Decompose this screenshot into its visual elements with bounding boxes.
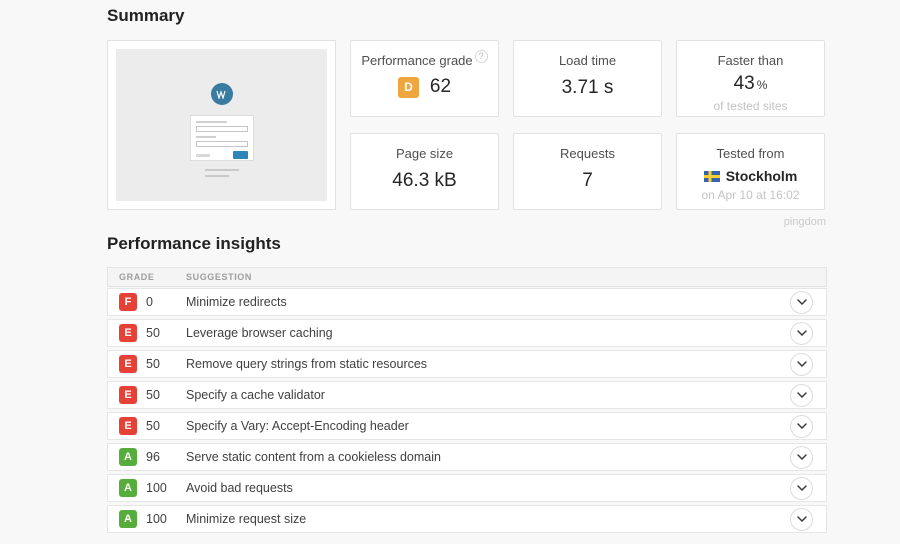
grade-badge: E bbox=[119, 355, 137, 373]
insight-row[interactable]: A 96 Serve static content from a cookiel… bbox=[107, 443, 827, 471]
expand-row-button[interactable] bbox=[790, 352, 813, 376]
insights-table-header: GRADE SUGGESTION bbox=[107, 267, 827, 287]
grade-badge: E bbox=[119, 324, 137, 342]
wordpress-logo-icon bbox=[210, 83, 233, 105]
suggestion-text: Specify a Vary: Accept-Encoding header bbox=[186, 419, 409, 433]
load-time-value: 3.71 s bbox=[561, 77, 614, 98]
requests-card: Requests 7 bbox=[513, 133, 662, 210]
grade-badge: E bbox=[119, 417, 137, 435]
chevron-down-icon bbox=[796, 392, 807, 398]
tested-from-label: Tested from bbox=[716, 146, 785, 161]
faster-than-card: Faster than 43% of tested sites bbox=[676, 40, 825, 117]
insight-row[interactable]: E 50 Specify a cache validator bbox=[107, 381, 827, 409]
requests-label: Requests bbox=[560, 146, 615, 161]
suggestion-text: Remove query strings from static resourc… bbox=[186, 357, 428, 371]
grade-score-value: 96 bbox=[146, 450, 160, 464]
tested-from-card: Tested from Stockholm on Apr 10 at 16:02 bbox=[676, 133, 825, 210]
grade-column-header: GRADE bbox=[119, 272, 155, 282]
expand-row-button[interactable] bbox=[790, 383, 813, 407]
input-mock bbox=[195, 141, 248, 147]
performance-grade-label: Performance grade? bbox=[351, 50, 498, 69]
load-time-card: Load time 3.71 s bbox=[513, 40, 662, 117]
chevron-down-icon bbox=[796, 361, 807, 367]
faster-than-value: 43% bbox=[733, 73, 768, 94]
insights-title: Performance insights bbox=[107, 234, 281, 253]
suggestion-column-header: SUGGESTION bbox=[186, 272, 253, 282]
page: Summary bbox=[107, 6, 827, 533]
insight-row[interactable]: A 100 Avoid bad requests bbox=[107, 474, 827, 502]
insight-row[interactable]: F 0 Minimize redirects bbox=[107, 288, 827, 316]
chevron-down-icon bbox=[796, 516, 807, 522]
performance-grade-card: Performance grade? D 62 bbox=[350, 40, 499, 117]
grade-score-value: 50 bbox=[146, 388, 160, 402]
expand-row-button[interactable] bbox=[790, 414, 813, 438]
input-mock bbox=[195, 126, 248, 132]
grade-score-value: 50 bbox=[146, 326, 160, 340]
grade-score: 62 bbox=[429, 76, 452, 97]
grade-badge: F bbox=[119, 293, 137, 311]
checkbox-mock bbox=[195, 153, 210, 157]
grade-badge: A bbox=[119, 448, 137, 466]
percent-unit: % bbox=[756, 78, 768, 92]
expand-row-button[interactable] bbox=[790, 290, 813, 314]
label-line bbox=[195, 136, 217, 138]
summary-title: Summary bbox=[107, 6, 185, 25]
login-button-mock bbox=[232, 151, 248, 159]
suggestion-text: Avoid bad requests bbox=[186, 481, 293, 495]
expand-row-button[interactable] bbox=[790, 321, 813, 345]
page-size-label: Page size bbox=[395, 146, 454, 161]
suggestion-text: Minimize request size bbox=[186, 512, 307, 526]
grade-score-value: 100 bbox=[146, 481, 167, 495]
grade-chip: D bbox=[397, 76, 419, 98]
sweden-flag-icon bbox=[703, 170, 720, 182]
grade-score-value: 50 bbox=[146, 357, 160, 371]
suggestion-text: Leverage browser caching bbox=[186, 326, 333, 340]
expand-row-button[interactable] bbox=[790, 476, 813, 500]
tested-from-location: Stockholm bbox=[725, 168, 798, 184]
insight-row[interactable]: E 50 Leverage browser caching bbox=[107, 319, 827, 347]
links-mock bbox=[204, 169, 239, 181]
suggestion-text: Minimize redirects bbox=[186, 295, 287, 309]
chevron-down-icon bbox=[796, 299, 807, 305]
page-size-card: Page size 46.3 kB bbox=[350, 133, 499, 210]
requests-value: 7 bbox=[582, 170, 593, 191]
grade-score-value: 100 bbox=[146, 512, 167, 526]
chevron-down-icon bbox=[796, 330, 807, 336]
site-screenshot bbox=[116, 49, 327, 201]
insight-row[interactable]: E 50 Remove query strings from static re… bbox=[107, 350, 827, 378]
login-form-mock bbox=[189, 115, 254, 161]
grade-badge: E bbox=[119, 386, 137, 404]
chevron-down-icon bbox=[796, 423, 807, 429]
insight-row[interactable]: E 50 Specify a Vary: Accept-Encoding hea… bbox=[107, 412, 827, 440]
grade-score-value: 0 bbox=[146, 295, 153, 309]
grade-score-value: 50 bbox=[146, 419, 160, 433]
tested-from-date: on Apr 10 at 16:02 bbox=[701, 188, 800, 202]
suggestion-text: Specify a cache validator bbox=[186, 388, 325, 402]
faster-than-label: Faster than bbox=[717, 53, 784, 68]
chevron-down-icon bbox=[796, 454, 807, 460]
pingdom-watermark: pingdom bbox=[783, 216, 826, 228]
expand-row-button[interactable] bbox=[790, 445, 813, 469]
insight-row[interactable]: A 100 Minimize request size bbox=[107, 505, 827, 533]
insights-rows: F 0 Minimize redirects E 50 Leverage bro… bbox=[107, 288, 827, 533]
faster-than-subtext: of tested sites bbox=[713, 99, 788, 113]
grade-badge: A bbox=[119, 510, 137, 528]
load-time-label: Load time bbox=[558, 53, 617, 68]
summary-grid: Performance grade? D 62 Load time 3.71 s… bbox=[107, 40, 827, 210]
site-thumbnail-card bbox=[107, 40, 336, 210]
expand-row-button[interactable] bbox=[790, 507, 813, 531]
help-icon[interactable]: ? bbox=[474, 50, 488, 63]
grade-badge: A bbox=[119, 479, 137, 497]
chevron-down-icon bbox=[796, 485, 807, 491]
page-size-value: 46.3 kB bbox=[392, 170, 457, 191]
suggestion-text: Serve static content from a cookieless d… bbox=[186, 450, 441, 464]
label-line bbox=[195, 121, 227, 123]
